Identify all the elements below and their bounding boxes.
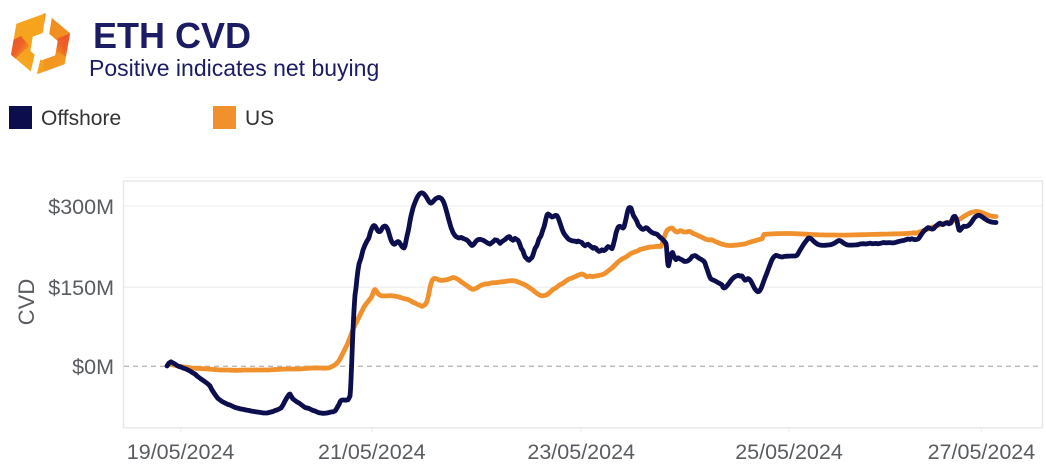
svg-text:$0M: $0M bbox=[72, 355, 114, 379]
svg-text:19/05/2024: 19/05/2024 bbox=[127, 440, 235, 464]
svg-text:27/05/2024: 27/05/2024 bbox=[928, 440, 1036, 464]
svg-text:25/05/2024: 25/05/2024 bbox=[735, 440, 843, 464]
svg-text:$300M: $300M bbox=[48, 195, 114, 219]
svg-text:$150M: $150M bbox=[48, 276, 114, 300]
svg-text:21/05/2024: 21/05/2024 bbox=[318, 440, 426, 464]
svg-text:23/05/2024: 23/05/2024 bbox=[527, 440, 635, 464]
svg-text:CVD: CVD bbox=[14, 279, 39, 325]
